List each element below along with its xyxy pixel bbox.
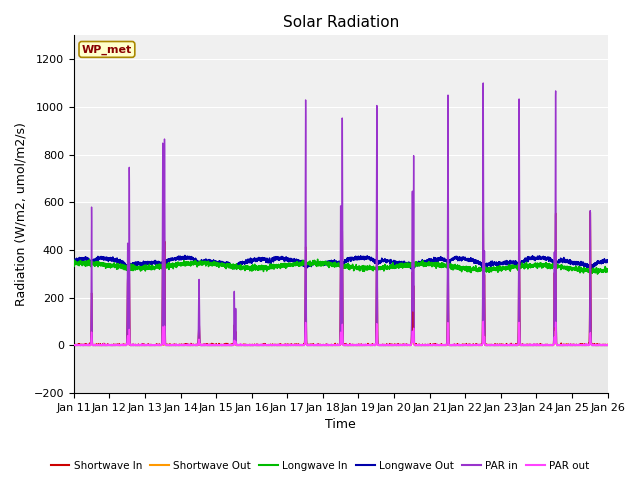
Legend: Shortwave In, Shortwave Out, Longwave In, Longwave Out, PAR in, PAR out: Shortwave In, Shortwave Out, Longwave In… xyxy=(47,456,593,475)
Title: Solar Radiation: Solar Radiation xyxy=(282,15,399,30)
X-axis label: Time: Time xyxy=(325,419,356,432)
Text: WP_met: WP_met xyxy=(82,44,132,55)
Bar xyxy=(74,36,607,202)
Y-axis label: Radiation (W/m2, umol/m2/s): Radiation (W/m2, umol/m2/s) xyxy=(15,122,28,306)
